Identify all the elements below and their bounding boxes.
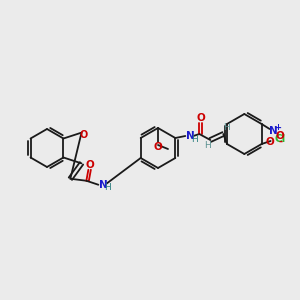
Text: H: H [204, 142, 211, 151]
Text: -: - [279, 137, 283, 147]
Text: O: O [275, 131, 284, 141]
Text: N: N [99, 180, 108, 190]
Text: N: N [269, 126, 278, 136]
Text: O: O [85, 160, 94, 170]
Text: +: + [274, 122, 281, 131]
Text: H: H [191, 134, 198, 143]
Text: O: O [196, 113, 205, 123]
Text: O: O [265, 137, 274, 147]
Text: H: H [223, 124, 230, 133]
Text: O: O [80, 130, 88, 140]
Text: O: O [154, 142, 162, 152]
Text: N: N [186, 131, 195, 141]
Text: H: H [104, 183, 111, 192]
Text: Cl: Cl [274, 134, 286, 144]
